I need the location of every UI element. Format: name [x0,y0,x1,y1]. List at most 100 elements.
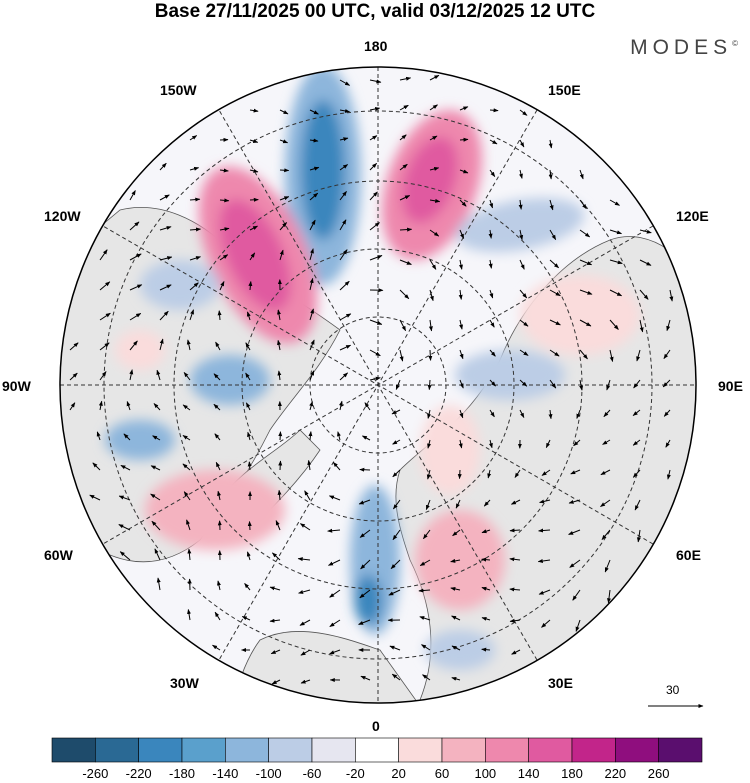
wind-vector [300,679,311,684]
lon-label-0: 0 [372,718,380,734]
wind-vector [219,281,225,291]
wind-vector [369,162,377,171]
wind-vector [399,319,407,332]
wind-vector [459,379,464,389]
wind-vector [369,376,381,381]
wind-vectors [69,74,674,685]
wind-vector [369,222,380,231]
wind-vector [519,289,528,299]
wind-vector [129,312,142,321]
colorbar-tick-label: 20 [391,766,406,781]
wind-vector [428,319,433,332]
wind-vector [639,289,649,300]
wind-vector [183,372,191,381]
wind-vector [428,349,433,361]
wind-vector [575,619,581,632]
wind-vector [429,289,434,302]
wind-vector [549,349,560,357]
wind-vector [279,139,289,144]
colorbar-swatch [311,737,356,763]
anomaly-magenta-siberia-core [401,136,459,224]
wind-vector [217,580,221,591]
wind-vector [339,219,347,231]
brand-logo: MODES© [630,36,738,60]
wind-vector [186,339,191,351]
wind-vector [245,372,251,381]
wind-vector [392,469,401,478]
wind-vector [489,169,496,178]
wind-vector [519,319,529,327]
wind-vector [244,583,251,591]
colorbar-tick-label: -60 [302,766,322,781]
anomaly-pink-north-atlantic [420,405,480,495]
lon-label-120w: 120W [44,208,81,224]
wind-vector [429,166,440,171]
wind-vector [579,199,587,210]
wind-vector [489,199,494,209]
wind-vector [666,319,671,332]
colorbar-tick-label: 140 [517,766,540,781]
anomaly-blue-canada [140,260,220,310]
wind-vector [549,319,561,326]
map-title: Base 27/11/2025 00 UTC, valid 03/12/2025… [154,1,596,22]
wind-vector [579,289,593,295]
wind-vector [509,528,521,533]
wind-vector [156,369,161,381]
wind-vector [277,339,281,351]
wind-vector [576,409,581,419]
wind-vector [489,289,494,299]
wind-vector [309,192,319,201]
wind-vector [279,249,284,261]
wind-vector [120,464,131,471]
wind-vector [369,191,378,201]
wind-vector [187,548,192,561]
wind-vector [570,469,581,475]
wind-vector [511,649,521,655]
wind-vector [603,409,611,417]
wind-vector [129,221,140,231]
wind-vector [489,409,495,418]
wind-vector [388,589,401,596]
colorbar-tick-label: -100 [255,766,282,781]
wind-vector [269,618,281,623]
colorbar-swatch [485,737,529,763]
wind-vector [423,529,431,540]
colorbar-tick-label: 260 [647,766,670,781]
wind-vector [418,588,431,593]
wind-vector [271,679,281,685]
wind-vector [399,195,411,201]
wind-vector [632,439,641,446]
colorbar-swatch [181,737,226,763]
wind-vector [339,280,350,291]
lon-label-60w: 60W [44,547,73,563]
wind-vector [429,104,438,111]
anomaly-blue-hudson [190,355,270,405]
wind-vector [339,164,349,171]
wind-vector [548,409,553,420]
wind-vector [270,649,281,655]
colorbar-swatch [658,737,703,763]
wind-vector [429,198,441,203]
wind-vector [339,344,352,351]
wind-vector [214,611,221,621]
wind-vector [249,168,259,173]
colorbar-swatch [225,737,269,763]
brand-name: MODES [630,36,733,59]
wind-vector [279,196,290,201]
wind-vector [609,229,622,235]
wind-vector [459,137,469,142]
wind-vector [510,499,521,505]
wind-vector [427,379,432,391]
wind-vector [519,409,525,418]
wind-vector [150,493,161,501]
wind-vector [339,372,348,381]
wind-vector [279,222,287,231]
wind-vector [337,431,341,441]
lon-label-180: 180 [364,38,388,54]
colorbar-swatch [615,737,659,763]
wind-vector [359,529,371,538]
wind-vector [579,169,584,180]
wind-vector [339,79,351,86]
wind-vector [309,308,314,321]
wind-vector [182,434,191,441]
